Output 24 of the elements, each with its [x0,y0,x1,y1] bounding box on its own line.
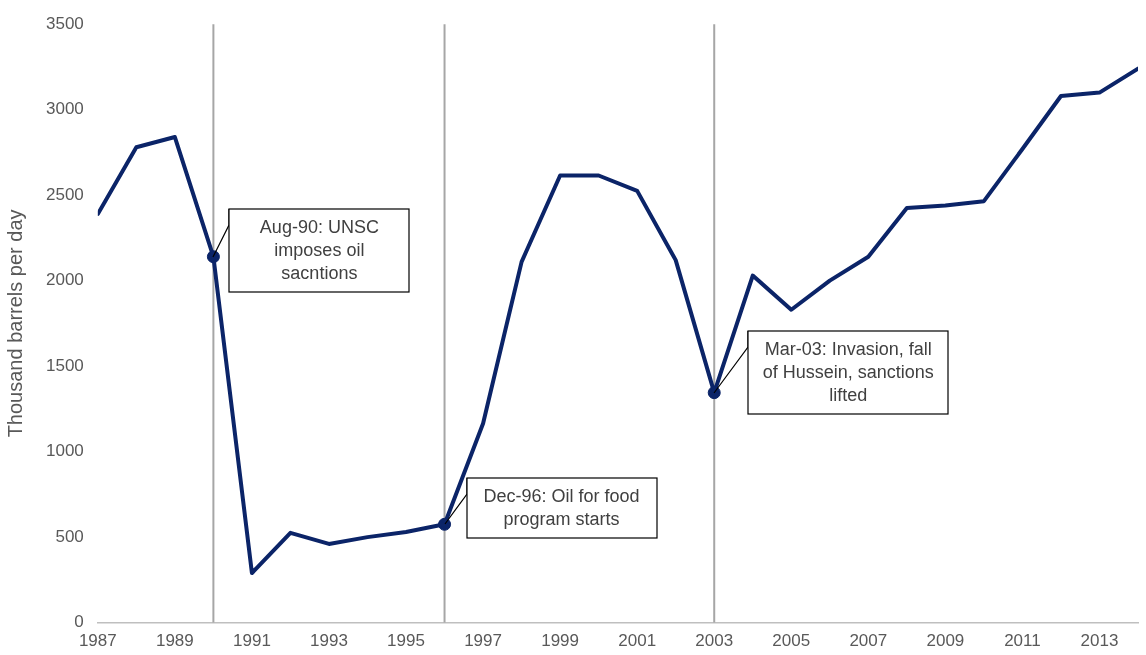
x-tick-label: 2009 [926,631,965,651]
x-tick-label: 2005 [772,631,811,651]
x-tick-label: 1997 [464,631,502,651]
x-tick-label: 2001 [618,631,657,651]
x-tick-label: 2007 [849,631,888,651]
x-tick-label: 1995 [387,631,425,651]
y-tick-label: 0 [74,612,84,632]
annotation: Mar-03: Invasion, fall of Hussein, sanctions lifted [748,330,949,414]
y-tick-label: 3500 [45,13,84,33]
x-tick-label: 1991 [233,631,271,651]
x-tick-label: 1989 [155,631,194,651]
x-tick-label: 2013 [1080,631,1119,651]
y-tick-label: 1000 [45,441,84,461]
y-tick-label: 2000 [45,270,84,290]
y-axis-title: Thousand barrels per day [3,209,26,438]
x-tick-label: 2011 [1004,631,1041,651]
x-tick-label: 1987 [78,631,117,651]
x-tick-label: 1993 [310,631,348,651]
x-tick-label: 1999 [541,631,580,651]
y-tick-label: 3000 [45,99,84,119]
x-tick-label: 2003 [695,631,734,651]
y-tick-label: 1500 [45,355,84,375]
y-tick-label: 500 [55,526,84,546]
y-tick-label: 2500 [45,184,84,204]
